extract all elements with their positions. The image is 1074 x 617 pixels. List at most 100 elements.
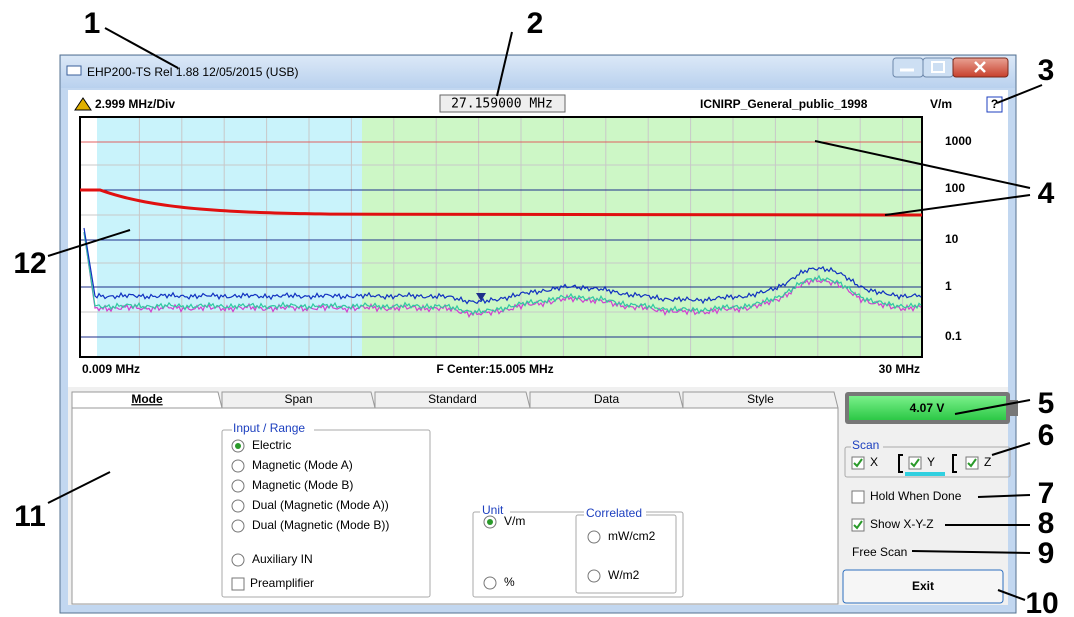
scan-title: Scan bbox=[852, 438, 879, 452]
input-option[interactable]: Magnetic (Mode A) bbox=[252, 458, 353, 472]
minimize-button[interactable] bbox=[892, 57, 924, 78]
trace-x bbox=[83, 227, 922, 305]
tab-label[interactable]: Mode bbox=[131, 392, 163, 406]
tab[interactable] bbox=[71, 391, 223, 409]
callout-number: 2 bbox=[527, 7, 544, 40]
tab-label[interactable]: Data bbox=[594, 392, 620, 406]
callout-line bbox=[104, 27, 179, 69]
y-axis-label: 10 bbox=[945, 232, 959, 246]
input-option[interactable]: Auxiliary IN bbox=[252, 552, 313, 566]
callout-line bbox=[997, 589, 1026, 601]
group-title-bg bbox=[584, 507, 646, 521]
correlated-option[interactable]: W/m2 bbox=[608, 568, 640, 582]
y-axis-label: 100 bbox=[945, 181, 965, 195]
callout-number: 1 bbox=[84, 7, 101, 40]
callout-line bbox=[977, 494, 1031, 498]
exit-label[interactable]: Exit bbox=[912, 579, 934, 593]
tab-label[interactable]: Span bbox=[284, 392, 312, 406]
battery-voltage: 4.07 V bbox=[910, 401, 945, 415]
show-xyz-option[interactable]: Show X-Y-Z bbox=[870, 517, 934, 531]
plot-margin bbox=[80, 117, 97, 357]
high-band bbox=[362, 117, 922, 357]
radio[interactable] bbox=[231, 459, 245, 473]
plot-border bbox=[79, 116, 923, 358]
y-axis-label: 0.1 bbox=[945, 329, 962, 343]
tab-page bbox=[71, 407, 839, 605]
radio-dot[interactable] bbox=[235, 443, 241, 449]
tab[interactable] bbox=[529, 391, 684, 409]
input-option[interactable]: Dual (Magnetic (Mode B)) bbox=[252, 518, 389, 532]
frequency-value: 27.159000 MHz bbox=[451, 97, 553, 112]
status-label: Free Scan bbox=[852, 545, 907, 559]
radio[interactable] bbox=[231, 479, 245, 493]
scan-group bbox=[844, 446, 1011, 478]
standard-name: ICNIRP_General_public_1998 bbox=[700, 97, 868, 111]
y-axis-label: 1 bbox=[945, 279, 952, 293]
radio[interactable] bbox=[231, 499, 245, 513]
input-option[interactable]: Magnetic (Mode B) bbox=[252, 478, 353, 492]
tab-label[interactable]: Style bbox=[747, 392, 774, 406]
close-glyph bbox=[974, 61, 986, 73]
radio[interactable] bbox=[587, 530, 601, 544]
checkbox[interactable] bbox=[231, 577, 245, 591]
input-option[interactable]: Electric bbox=[252, 438, 291, 452]
x-center-label: F Center:15.005 MHz bbox=[436, 362, 553, 376]
controls: Electric Magnetic (Mode A) Magnetic (Mode … bbox=[231, 438, 991, 591]
group-title-bg bbox=[480, 504, 510, 518]
tab[interactable] bbox=[682, 391, 839, 409]
preamplifier-option[interactable]: Preamplifier bbox=[250, 576, 314, 590]
bracket bbox=[898, 454, 957, 473]
active-axis-bar bbox=[905, 472, 945, 476]
help-label[interactable]: ? bbox=[991, 97, 998, 111]
hold-option[interactable]: Hold When Done bbox=[870, 489, 962, 503]
tab[interactable] bbox=[221, 391, 376, 409]
correlated-option[interactable]: mW/cm2 bbox=[608, 529, 656, 543]
exit-button[interactable] bbox=[842, 569, 1004, 604]
input-range-group bbox=[221, 429, 431, 598]
radio[interactable] bbox=[587, 569, 601, 583]
input-option[interactable]: Dual (Magnetic (Mode A)) bbox=[252, 498, 389, 512]
correlated-title: Correlated bbox=[586, 506, 642, 520]
x-end-label: 30 MHz bbox=[879, 362, 920, 376]
tab[interactable] bbox=[374, 391, 531, 409]
scan-axis[interactable]: Z bbox=[984, 455, 991, 469]
maximize-glyph bbox=[931, 61, 945, 73]
callout-line bbox=[814, 140, 1031, 189]
limit-line bbox=[80, 188, 923, 217]
callout-number: 10 bbox=[1025, 587, 1058, 617]
x-start-label: 0.009 MHz bbox=[82, 362, 140, 376]
check-mark[interactable] bbox=[967, 458, 977, 468]
callout-line bbox=[954, 399, 1031, 415]
help-button[interactable] bbox=[986, 96, 1003, 113]
check-mark[interactable] bbox=[910, 458, 920, 468]
radio-dot[interactable] bbox=[487, 519, 493, 525]
unit-title: Unit bbox=[482, 503, 504, 517]
maximize-button[interactable] bbox=[922, 57, 954, 78]
check-mark[interactable] bbox=[853, 520, 863, 530]
warning-icon bbox=[74, 97, 92, 111]
radio[interactable] bbox=[231, 553, 245, 567]
unit-option[interactable]: V/m bbox=[504, 514, 525, 528]
radio[interactable] bbox=[483, 576, 497, 590]
radio[interactable] bbox=[231, 519, 245, 533]
callout-number: 7 bbox=[1038, 477, 1055, 510]
unit-group bbox=[472, 511, 684, 598]
trace-y bbox=[83, 231, 922, 316]
callout-number: 6 bbox=[1038, 419, 1055, 452]
group-title-bg bbox=[232, 422, 314, 436]
window-title: EHP200-TS Rel 1.88 12/05/2015 (USB) bbox=[87, 65, 298, 79]
title-bar bbox=[61, 56, 1015, 88]
checkbox[interactable] bbox=[851, 490, 865, 504]
check-mark[interactable] bbox=[853, 458, 863, 468]
y-axis-label: 1000 bbox=[945, 134, 972, 148]
callout-number: 3 bbox=[1038, 54, 1055, 87]
scan-axis[interactable]: Y bbox=[927, 455, 935, 469]
div-label: 2.999 MHz/Div bbox=[95, 97, 175, 111]
app-icon bbox=[66, 65, 82, 76]
low-band bbox=[97, 117, 362, 357]
tab-label[interactable]: Standard bbox=[428, 392, 477, 406]
unit-option[interactable]: % bbox=[504, 575, 515, 589]
scan-axis[interactable]: X bbox=[870, 455, 878, 469]
